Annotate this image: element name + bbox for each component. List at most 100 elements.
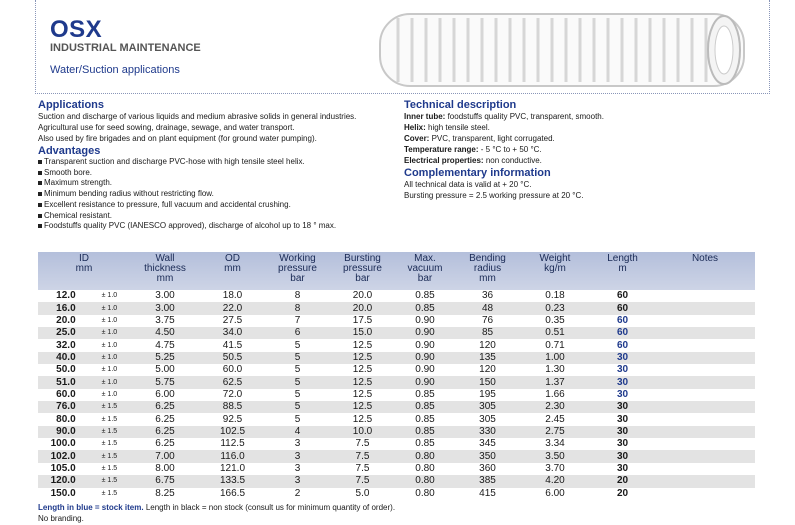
- table-cell: 41.5: [222, 339, 243, 351]
- table-cell: 36: [481, 290, 494, 302]
- notes-cell: [655, 290, 755, 302]
- table-cell: 1.00: [520, 351, 590, 365]
- column-header: Working pressure bar: [265, 252, 330, 290]
- table-cell: 62.5: [200, 376, 265, 389]
- notes-cell: [655, 401, 755, 414]
- column-label: Notes: [691, 253, 719, 264]
- spec-table: ID mm Wall thickness mm OD mm Working pressure…: [38, 252, 755, 500]
- table-cell: 0.85: [395, 302, 455, 315]
- table-row: 16.0 ± 1.0 3.00 22.0 8 20.0 0.85 48 0.23 60: [38, 302, 755, 315]
- table-cell: 5: [294, 413, 301, 425]
- technical-item: Helix: high tensile steel.: [404, 122, 744, 133]
- table-cell: ± 1.5: [83, 475, 130, 488]
- table-cell: 345: [479, 438, 496, 450]
- table-cell: 166.5: [219, 487, 246, 499]
- table-cell: 0.90: [415, 339, 435, 351]
- table-cell: 2: [294, 487, 301, 499]
- table-row: 150.0 ± 1.5 8.25 166.5 2 5.0 0.80 415 6.00 20: [38, 488, 755, 500]
- table-cell: 6.00: [545, 487, 565, 499]
- table-cell: 0.85: [395, 401, 455, 414]
- column-unit: mm: [156, 273, 174, 284]
- table-cell: 3.34: [545, 438, 565, 450]
- table-cell: 5: [265, 351, 330, 365]
- table-cell: 3: [294, 462, 301, 474]
- table-cell: 330: [455, 425, 520, 439]
- column-unit: bar: [417, 273, 433, 284]
- table-cell: 34.0: [200, 327, 265, 340]
- table-cell: 0.85: [415, 413, 435, 425]
- table-cell: 4.75: [155, 339, 175, 351]
- application-line: Suction and discharge of various liquids…: [38, 112, 357, 121]
- table-cell: 0.85: [415, 290, 435, 302]
- table-cell: 16.0: [38, 302, 84, 315]
- table-row: 25.0 ± 1.0 4.50 34.0 6 15.0 0.90 85 0.51 60: [38, 327, 755, 340]
- table-cell: 1.30: [545, 364, 565, 376]
- column-label: Max. vacuum: [407, 253, 443, 274]
- table-cell: 2.30: [520, 401, 590, 414]
- column-header: Weight kg/m: [520, 252, 590, 290]
- table-row: 90.0 ± 1.5 6.25 102.5 4 10.0 0.85 330 2.75 30: [38, 425, 755, 439]
- column-label: Length: [607, 253, 638, 264]
- table-cell: 3.75: [155, 314, 175, 326]
- notes-cell: [655, 364, 755, 376]
- table-cell: 20.0: [330, 302, 395, 315]
- table-body: 12.0 ± 1.0 3.00 18.0 8 20.0 0.85 36 0.18 60 16.0 ± …: [38, 290, 755, 500]
- column-label: Working pressure: [278, 253, 317, 274]
- table-row: 50.0 ± 1.0 5.00 60.0 5 12.5 0.90 120 1.30 30: [38, 364, 755, 376]
- table-cell: 48: [455, 302, 520, 315]
- complementary-line: All technical data is valid at + 20 °C.: [404, 180, 532, 189]
- technical-label: Temperature range:: [404, 145, 479, 154]
- table-cell: 0.85: [415, 388, 435, 400]
- table-cell: 20.0: [352, 290, 373, 302]
- table-cell: 12.5: [352, 364, 373, 376]
- section-heading: Advantages: [38, 145, 101, 157]
- table-cell: 90.0: [38, 425, 84, 439]
- table-cell: 8: [294, 290, 301, 302]
- table-cell: 30: [616, 388, 629, 400]
- notes-cell: [655, 463, 755, 475]
- table-cell: 27.5: [222, 314, 243, 326]
- table-cell: 60: [616, 290, 629, 302]
- complementary-line: Bursting pressure = 2.5 working pressure…: [404, 191, 584, 200]
- advantage-item: Excellent resistance to pressure, full v…: [38, 200, 368, 211]
- technical-item: Cover: PVC, transparent, light corrugate…: [404, 133, 744, 144]
- table-cell: 360: [479, 462, 496, 474]
- column-header: Bending radius mm: [455, 252, 520, 290]
- table-cell: 12.5: [330, 351, 395, 365]
- column-label: Bursting pressure: [343, 253, 382, 274]
- table-row: 102.0 ± 1.5 7.00 116.0 3 7.5 0.80 350 3.50 30: [38, 450, 755, 463]
- table-cell: 0.85: [415, 438, 435, 450]
- notes-cell: [655, 438, 755, 450]
- table-cell: 18.0: [222, 290, 243, 302]
- right-column: Technical description Inner tube: foodst…: [404, 99, 744, 201]
- table-cell: 105.0: [50, 462, 76, 474]
- technical-item: Electrical properties: non conductive.: [404, 155, 744, 166]
- table-cell: 6.25: [130, 425, 200, 439]
- column-unit: mm: [224, 263, 241, 274]
- section-heading: Complementary information: [404, 167, 551, 179]
- table-cell: 8.25: [155, 487, 175, 499]
- table-cell: 6.25: [130, 401, 200, 414]
- table-cell: 0.90: [395, 327, 455, 340]
- table-cell: 3: [265, 450, 330, 463]
- table-cell: 120: [479, 339, 496, 351]
- table-cell: ± 1.0: [101, 316, 118, 324]
- table-cell: 3: [265, 475, 330, 488]
- table-cell: 8.00: [155, 462, 175, 474]
- table-cell: 100.0: [50, 438, 76, 450]
- non-stock-note: Length in black = non stock (consult us …: [145, 503, 396, 512]
- table-cell: 195: [479, 388, 496, 400]
- notes-cell: [655, 351, 755, 365]
- notes-cell: [655, 327, 755, 340]
- table-cell: 6.75: [130, 475, 200, 488]
- column-header: Bursting pressure bar: [330, 252, 395, 290]
- branding-note: No branding.: [38, 514, 84, 523]
- table-cell: 5: [294, 339, 301, 351]
- table-cell: 121.0: [219, 462, 246, 474]
- table-cell: 20.0: [56, 314, 76, 326]
- table-cell: ± 1.5: [101, 489, 118, 497]
- table-cell: 30: [616, 364, 629, 376]
- table-cell: 116.0: [200, 450, 265, 463]
- table-cell: 0.18: [545, 290, 565, 302]
- table-cell: 51.0: [38, 376, 84, 389]
